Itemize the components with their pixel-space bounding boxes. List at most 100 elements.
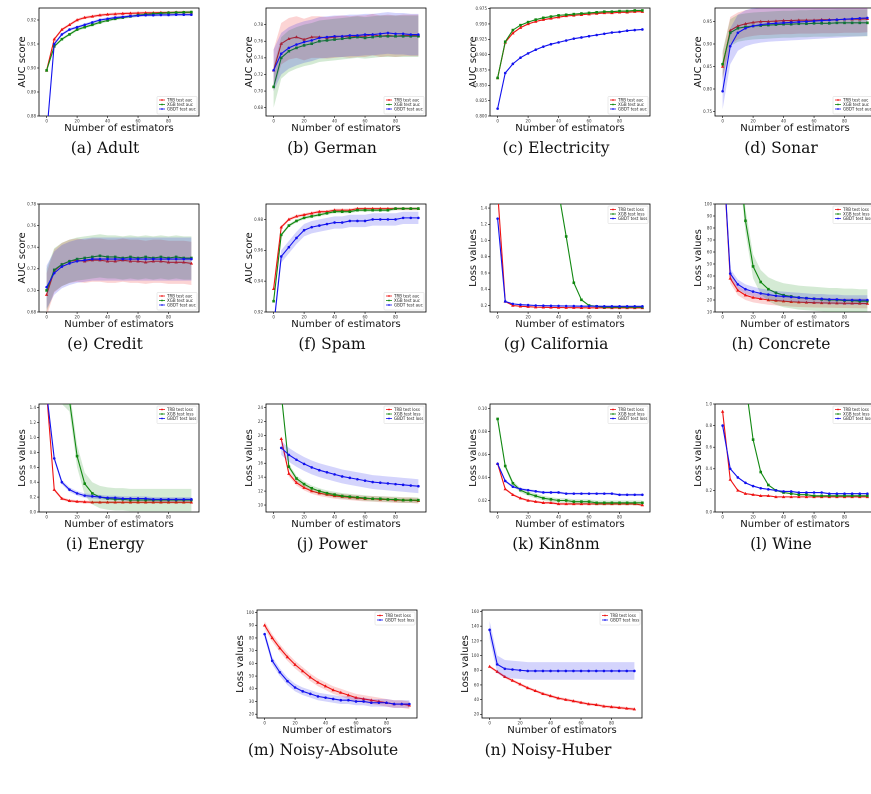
x-tick-label: 40 [556, 119, 562, 124]
y-tick-label: 60 [474, 682, 480, 687]
data-point [488, 628, 491, 632]
data-point [113, 255, 117, 259]
data-point [356, 34, 359, 37]
data-point [347, 698, 350, 702]
data-point [511, 481, 515, 485]
data-point [279, 233, 283, 237]
y-tick-label: 0.800 [476, 113, 488, 118]
data-point [83, 500, 87, 504]
data-point [363, 208, 367, 212]
chart-panel-california: 0 20 40 60 80 0.2 0.4 0.6 0.8 1.0 1.2 1.4 Number of … [458, 198, 654, 388]
legend-entry: XGB test auc [394, 298, 420, 303]
y-tick-label: 100 [704, 201, 712, 206]
data-point [720, 64, 725, 68]
data-point [385, 701, 388, 705]
y-tick-label: 0.875 [476, 67, 488, 72]
data-point [541, 691, 545, 695]
x-tick-label: 60 [587, 515, 593, 520]
subfigure-caption: (h) Concrete [731, 335, 831, 353]
data-point [736, 476, 740, 479]
data-point [363, 479, 367, 482]
y-tick-label: 0.70 [27, 288, 36, 293]
data-point [542, 16, 545, 20]
data-point [782, 295, 785, 298]
data-point [75, 499, 79, 503]
y-tick-label: 0.0 [30, 509, 37, 514]
data-point [618, 305, 621, 308]
legend-entry: XGB test loss [843, 411, 870, 416]
data-point [774, 22, 778, 25]
data-point [518, 668, 522, 672]
x-axis-label: Number of estimators [515, 319, 624, 330]
data-point [346, 693, 351, 697]
data-point [272, 69, 275, 72]
data-point [91, 492, 94, 495]
legend-entry: GBDT test loss [394, 416, 423, 421]
x-tick-label: 20 [751, 515, 757, 520]
data-point [767, 483, 770, 487]
y-tick-label: 100 [246, 610, 254, 615]
data-point [340, 210, 344, 214]
data-point [378, 32, 382, 36]
data-point [774, 489, 778, 492]
subfigure-caption: (g) California [503, 335, 609, 353]
data-point [294, 214, 299, 218]
data-point [279, 56, 283, 60]
data-point [417, 34, 420, 38]
plot-frame [489, 203, 651, 313]
y-axis-label: Loss values [235, 635, 246, 693]
data-point [386, 482, 390, 485]
x-axis-label: Number of estimators [291, 123, 400, 134]
y-axis-label: AUC score [693, 36, 704, 87]
data-point [83, 256, 87, 260]
data-point [610, 492, 614, 495]
y-tick-label: 90 [249, 623, 255, 628]
data-point [400, 702, 404, 706]
data-point [272, 299, 275, 303]
confidence-band [722, 425, 868, 495]
series-line [722, 411, 868, 498]
data-point [394, 482, 397, 486]
data-point [789, 490, 793, 493]
y-tick-label: 100 [471, 653, 479, 658]
data-point [295, 477, 298, 480]
x-tick-label: 40 [556, 515, 562, 520]
x-tick-label: 20 [302, 119, 308, 124]
x-tick-label: 20 [526, 315, 532, 320]
data-point [90, 14, 95, 18]
y-tick-label: 0.4 [481, 287, 488, 292]
x-tick-label: 80 [609, 721, 615, 726]
data-point [805, 493, 808, 497]
data-point [766, 298, 771, 302]
data-point [548, 694, 553, 698]
legend-entry: TRB test loss [842, 207, 869, 212]
data-point [511, 302, 515, 306]
data-point [579, 502, 584, 506]
data-point [159, 259, 163, 263]
x-tick-label: 0 [272, 315, 275, 320]
data-point [728, 44, 732, 48]
data-point [280, 392, 283, 395]
data-point [736, 26, 740, 30]
series-line [46, 11, 192, 71]
x-tick-label: 60 [354, 721, 360, 726]
y-tick-label: 1.2 [30, 420, 37, 425]
data-point [610, 31, 614, 34]
data-point [129, 255, 132, 259]
confidence-band [46, 10, 192, 72]
data-point [386, 498, 390, 501]
data-point [541, 669, 545, 673]
data-point [602, 669, 606, 673]
y-axis-label: Loss values [468, 229, 479, 287]
data-point [52, 271, 56, 275]
data-point [579, 700, 583, 704]
y-tick-label: 0.88 [27, 113, 36, 118]
data-point [728, 477, 732, 481]
data-point [401, 32, 405, 36]
chart-panel-concrete: 0 20 40 60 80 10 20 30 40 50 60 70 80 90 100 Number of … [683, 198, 871, 388]
chart-svg-noisy-absolute: 0 20 40 60 80 20 30 40 50 60 70 80 90 100 Number of es… [235, 609, 418, 736]
data-point [295, 43, 298, 46]
data-point [151, 259, 155, 263]
